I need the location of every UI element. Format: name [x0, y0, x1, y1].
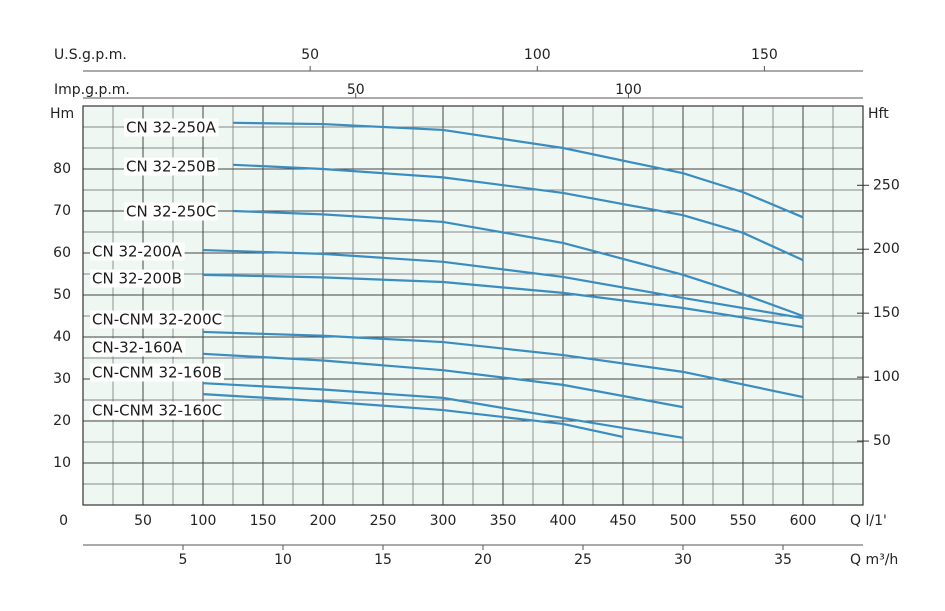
y2-axis-label: Hft [868, 106, 889, 122]
y-tick-label: 60 [53, 245, 71, 261]
curve-label-bg [90, 269, 184, 288]
x-tick-label: 450 [610, 513, 637, 529]
x-tick-label: 200 [310, 513, 337, 529]
x4-tick-label: 30 [674, 552, 692, 568]
curve-label: CN-32-160A [92, 339, 183, 357]
y-tick-label: 80 [53, 161, 71, 177]
curve-label: CN-CNM 32-200C [92, 311, 222, 329]
x3-tick-label: 100 [615, 82, 642, 98]
curve-label: CN 32-250A [126, 119, 217, 137]
x2-axis-label: U.S.g.p.m. [54, 47, 127, 63]
y2-tick-label: 250 [873, 177, 900, 193]
plot-frame [82, 105, 864, 506]
y2-tick-label: 100 [873, 369, 900, 385]
x-tick-label: 250 [370, 513, 397, 529]
x2-tick-label: 150 [751, 47, 778, 63]
curve-label: CN 32-250C [126, 203, 216, 221]
curve-label-bg [90, 242, 185, 261]
x4-tick-label: 10 [274, 552, 292, 568]
curve-label-bg [90, 310, 225, 329]
x4-tick-label: 5 [179, 552, 188, 568]
curve [202, 382, 684, 439]
curve [202, 393, 624, 439]
y-axis-label: Hm [50, 106, 74, 122]
x-tick-label: 500 [670, 513, 697, 529]
x4-tick-label: 25 [574, 552, 592, 568]
x-tick-label: 150 [250, 513, 277, 529]
x-tick-label: 350 [490, 513, 517, 529]
curve-label-bg [124, 202, 219, 221]
x4-tick-label: 15 [374, 552, 392, 568]
y2-tick-label: 200 [873, 241, 900, 257]
y2-tick-label: 150 [873, 305, 900, 321]
curve-label-bg [90, 338, 186, 357]
y-tick-label: 10 [53, 455, 71, 471]
y-tick-label: 40 [53, 329, 71, 345]
curve-label: CN 32-200B [92, 270, 182, 288]
curve-label: CN 32-250B [126, 158, 216, 176]
x3-axis-label: Imp.g.p.m. [54, 82, 130, 98]
x-tick-label: 400 [550, 513, 577, 529]
curve-label-bg [90, 363, 224, 382]
x4-tick-label: 20 [474, 552, 492, 568]
curve [232, 163, 804, 262]
curve [232, 121, 804, 219]
y-tick-label: 20 [53, 413, 71, 429]
x4-axis-label: Q m³/h [850, 552, 898, 568]
x4-tick-label: 35 [774, 552, 792, 568]
y-tick-label: 30 [53, 371, 71, 387]
x-tick-label: 0 [59, 513, 68, 529]
x-axis-label: Q l/1' [850, 513, 887, 529]
x-tick-label: 600 [790, 513, 817, 529]
x2-tick-label: 100 [524, 47, 551, 63]
curve-label: CN-CNM 32-160C [92, 402, 222, 420]
curve-label: CN 32-200A [92, 243, 183, 261]
x-tick-label: 100 [190, 513, 217, 529]
curve [202, 273, 804, 329]
curve-label: CN-CNM 32-160B [92, 364, 222, 382]
curve-label-bg [124, 157, 218, 176]
curve [232, 209, 804, 318]
x3-tick-label: 50 [347, 82, 365, 98]
y-tick-label: 50 [53, 287, 71, 303]
curve [202, 330, 804, 399]
y2-tick-label: 50 [873, 433, 891, 449]
y-tick-label: 70 [53, 203, 71, 219]
x-tick-label: 50 [134, 513, 152, 529]
curve-label-bg [124, 118, 219, 137]
x2-tick-label: 50 [301, 47, 319, 63]
curve [202, 352, 684, 409]
curve [202, 248, 804, 320]
curve-label-bg [90, 401, 225, 420]
x-tick-label: 550 [730, 513, 757, 529]
x-tick-label: 300 [430, 513, 457, 529]
